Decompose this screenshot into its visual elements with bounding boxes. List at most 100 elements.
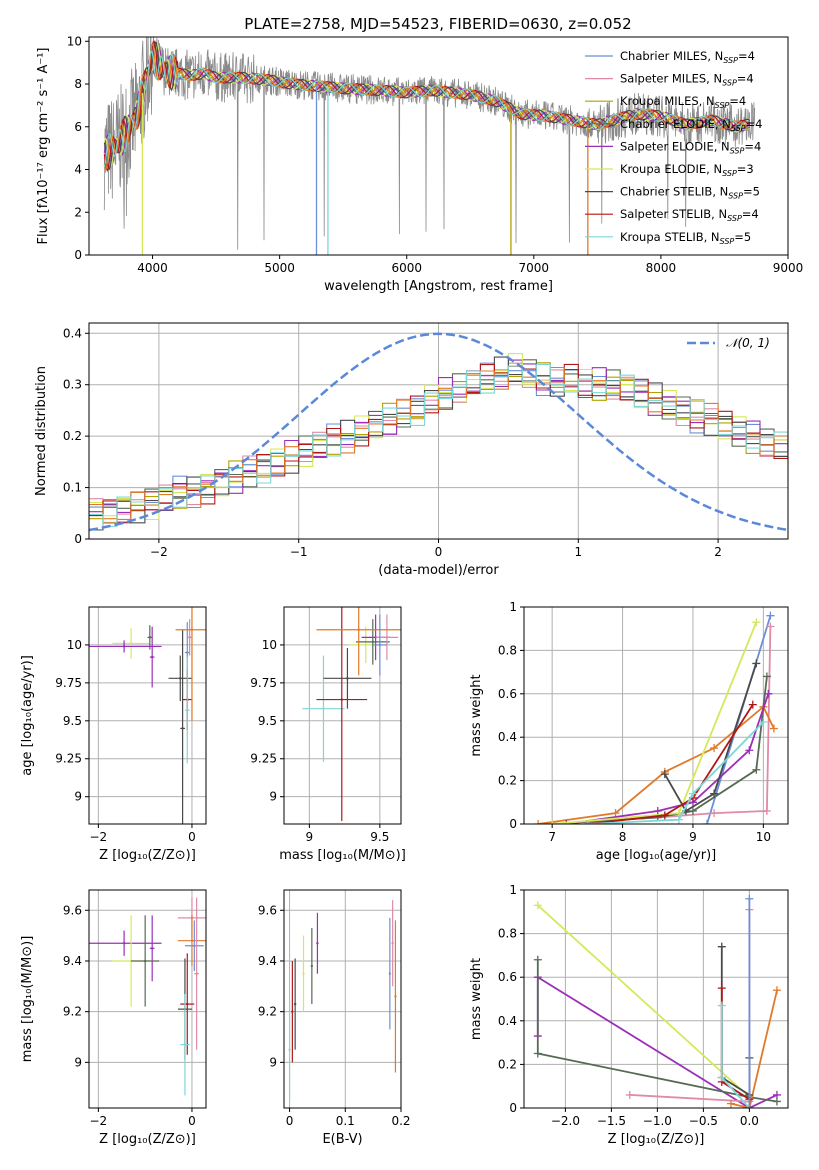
plus-marker (764, 689, 773, 698)
y-axis-label: Flux [fλ10⁻¹⁷ erg cm⁻² s⁻¹ A⁻¹] (36, 48, 51, 245)
x-tick-label: −0.5 (689, 1114, 718, 1128)
data-point (302, 972, 305, 975)
plot-area-age_vs_mass (302, 607, 401, 821)
y-tick-label: 9 (269, 1055, 277, 1069)
legend-label-sub: SSP (728, 192, 743, 201)
axes-frame (88, 606, 207, 825)
plus-marker (759, 718, 768, 727)
weight-line-orange (730, 990, 778, 1108)
plus-marker (583, 820, 592, 824)
data-point (291, 1010, 294, 1013)
data-point (183, 1043, 187, 1046)
legend-label: 𝒩(0, 1) (726, 336, 770, 350)
y-tick-label: 0.2 (63, 429, 82, 443)
plus-marker (688, 806, 697, 815)
y-tick-label: 10 (67, 34, 82, 48)
plot-area-weight_vs_Z (533, 894, 781, 1108)
legend-label-main: Salpeter ELODIE, N (620, 139, 730, 153)
x-tick-label: 0.0 (740, 1114, 759, 1128)
legend-label-suffix: =4 (729, 94, 746, 108)
legend-label-sub: SSP (722, 79, 737, 88)
legend-label-sub: SSP (715, 101, 730, 110)
x-tick-label: −2 (150, 545, 168, 559)
y-tick-label: 9.6 (63, 903, 82, 917)
legend-label: Chabrier MILES, NSSP=4 (620, 49, 755, 65)
y-tick-label: 10 (262, 638, 277, 652)
panel-mass_vs_EBV: 0 0.1 0.2 9 9.2 9.4 9.6 E(B-V) (258, 889, 411, 1147)
legend-label-suffix: =4 (746, 117, 763, 131)
y-tick-label: 0.8 (498, 927, 517, 941)
data-point (193, 944, 196, 947)
y-tick-label: 0.6 (498, 687, 517, 701)
y-tick-label: 0 (74, 248, 82, 262)
x-tick-label: 9.5 (370, 830, 389, 844)
plot-area-age_vs_Z (89, 607, 206, 824)
x-tick-label: 0 (435, 545, 443, 559)
x-tick-label: −1.0 (643, 1114, 672, 1128)
spectrum-model-kroupa_stelib (103, 50, 751, 168)
x-tick-label: 0.1 (336, 1114, 355, 1128)
panel-spectrum: 4000 5000 6000 7000 8000 9000 0 2 4 6 8 10 wavelengt… (36, 34, 803, 294)
y-tick-label: 0.4 (498, 730, 517, 744)
y-tick-label: 9 (74, 1055, 82, 1069)
x-tick-label: 8000 (646, 261, 677, 275)
x-tick-label: 0 (188, 830, 196, 844)
data-point (122, 645, 126, 648)
x-tick-label: 8 (619, 830, 627, 844)
weight-line-chabrier_elodie (536, 959, 778, 1103)
x-tick-label: 7 (548, 830, 556, 844)
y-axis-label: mass weight (469, 674, 484, 756)
legend-label: Kroupa MILES, NSSP=4 (620, 94, 746, 110)
data-point (195, 972, 198, 975)
plus-marker (745, 746, 754, 755)
plus-marker (752, 765, 761, 774)
weight-line-chabrier_stelib (664, 663, 758, 813)
plus-marker (745, 1104, 754, 1108)
x-tick-label: 0 (188, 1114, 196, 1128)
plus-marker (748, 700, 757, 709)
plot-area-mass_vs_Z (89, 897, 206, 1096)
plus-marker (717, 1073, 726, 1082)
panel-weight_vs_Z: −2.0 −1.5 −1.0 −0.5 0.0 0 0.2 0.4 0.6 0.8 1 Z [log₁… (469, 883, 789, 1147)
legend-label: Kroupa ELODIE, NSSP=3 (620, 162, 754, 178)
weight-line-kroupa_elodie (537, 904, 751, 1108)
data-point (188, 636, 191, 639)
y-tick-label: 0.2 (498, 1057, 517, 1071)
histogram-salpeter_miles (89, 362, 788, 523)
weight-line-kroupa_elodie (552, 621, 758, 824)
axes-frame (283, 606, 402, 825)
y-tick-label: 8 (74, 77, 82, 91)
data-point (364, 643, 367, 647)
legend-label-main: Kroupa MILES, N (620, 94, 715, 108)
x-tick-label: 7000 (519, 261, 550, 275)
panel-weight_vs_age: 7 8 9 10 0 0.2 0.4 0.6 0.8 1 age [log₁₀(age/yr)] ma… (469, 600, 789, 863)
y-axis-label: age [log₁₀(age/yr)] (20, 655, 35, 776)
spectrum-data-line (103, 37, 756, 250)
y-axis-label: mass [log₁₀(M/M⊙)] (20, 936, 35, 1063)
histogram-kroupa_stelib (89, 363, 788, 527)
spectrum-model-salpeter_stelib (103, 40, 751, 172)
y-tick-label: 0.1 (63, 481, 82, 495)
data-point (143, 959, 147, 963)
y-tick-label: 9.75 (250, 676, 277, 690)
data-point (385, 636, 389, 639)
x-tick-label: 9 (689, 830, 697, 844)
data-point (391, 942, 394, 945)
y-tick-label: 1 (509, 883, 517, 897)
plus-marker (717, 942, 726, 951)
x-tick-label: −2 (90, 830, 108, 844)
plus-marker (533, 955, 542, 964)
histogram-chabrier_miles (89, 362, 788, 524)
data-point (190, 939, 194, 942)
legend-label-suffix: =4 (738, 49, 755, 63)
axes-frame (88, 36, 789, 256)
data-point (378, 643, 382, 647)
legend-label-suffix: =4 (744, 139, 761, 153)
y-tick-label: 9.4 (63, 954, 82, 968)
histogram-kroupa_elodie (89, 353, 788, 521)
plus-marker (772, 1097, 781, 1106)
y-tick-label: 1 (509, 600, 517, 614)
plus-marker (766, 611, 775, 620)
plus-marker (726, 1099, 735, 1108)
